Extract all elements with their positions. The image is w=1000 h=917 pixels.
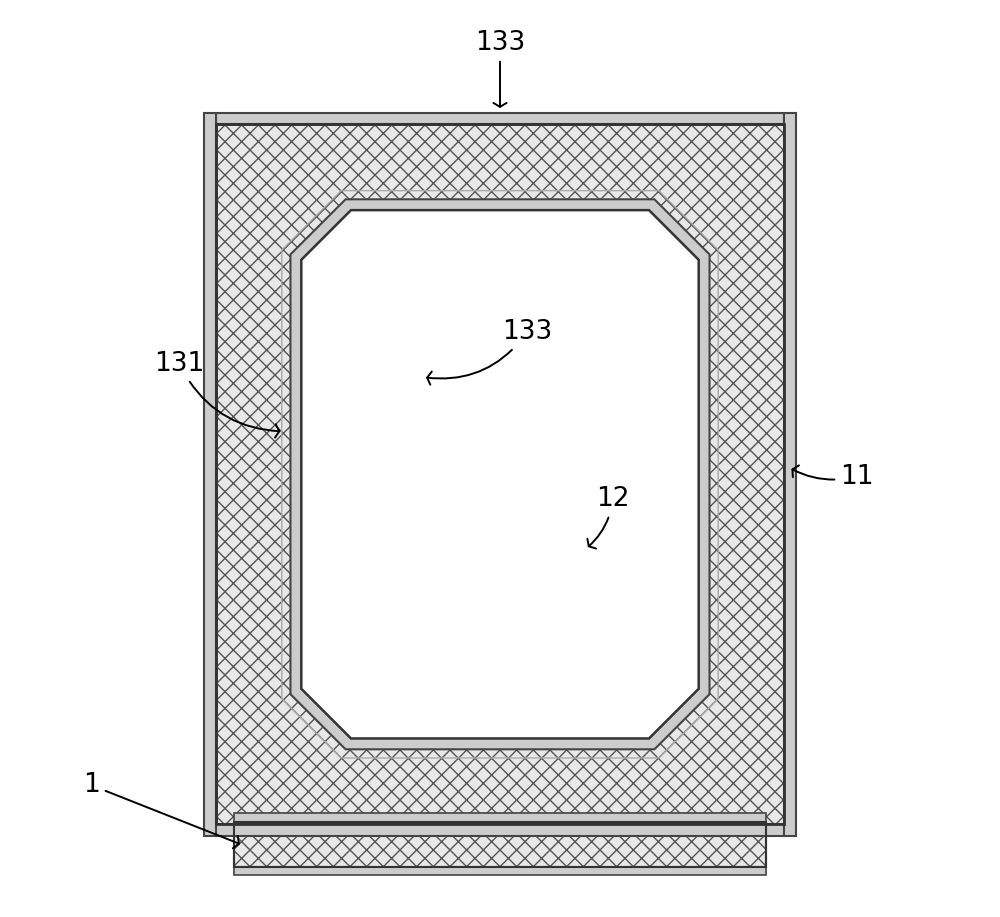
Bar: [216, 125, 784, 824]
Bar: [216, 125, 784, 824]
Bar: [234, 822, 766, 867]
Polygon shape: [290, 199, 710, 749]
Bar: [234, 822, 766, 867]
Text: 1: 1: [83, 772, 239, 848]
Bar: [216, 113, 784, 125]
Bar: [204, 113, 216, 836]
Text: 133: 133: [427, 319, 552, 384]
Bar: [216, 824, 784, 836]
Bar: [234, 867, 766, 875]
Text: 11: 11: [792, 464, 873, 490]
Polygon shape: [301, 210, 699, 738]
Bar: [784, 113, 796, 836]
Text: 131: 131: [154, 350, 279, 437]
Text: 12: 12: [587, 486, 630, 548]
Bar: [234, 813, 766, 822]
Text: 133: 133: [475, 30, 525, 107]
